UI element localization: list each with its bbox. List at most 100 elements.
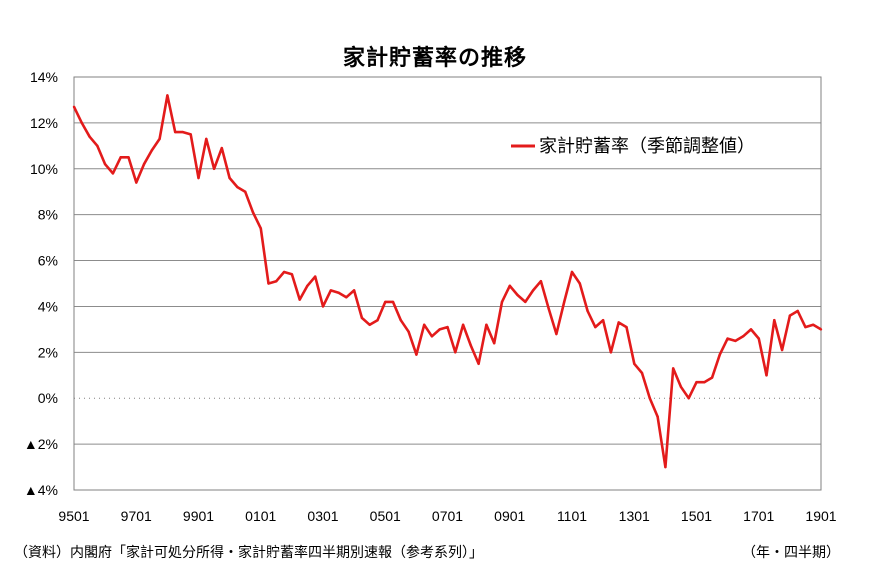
data-point (664, 465, 667, 469)
data-point (174, 130, 177, 134)
legend-label: 家計貯蓄率（季節調整値） (539, 136, 755, 157)
x-tick-label: 9501 (58, 508, 89, 524)
data-point (166, 94, 169, 97)
data-point (804, 325, 807, 329)
data-point (461, 323, 465, 326)
data-point (267, 282, 270, 285)
y-tick-label: 8% (38, 207, 58, 223)
data-point (360, 316, 364, 320)
data-point (617, 321, 620, 324)
period-unit-note: （年・四半期） (742, 545, 840, 561)
data-point (290, 273, 294, 276)
data-point (656, 415, 659, 418)
data-point (275, 280, 278, 283)
data-point (314, 275, 317, 278)
y-tick-label: 0% (38, 390, 58, 406)
gridlines (74, 122, 821, 445)
data-point (819, 328, 823, 331)
data-point (726, 337, 729, 340)
data-point (306, 284, 309, 287)
data-point (796, 309, 799, 313)
data-point (742, 335, 745, 338)
data-point (430, 335, 434, 338)
y-tick-label: 10% (30, 161, 58, 177)
x-tick-label: 0501 (370, 508, 401, 524)
data-point (142, 163, 146, 166)
data-point (197, 176, 200, 180)
data-point (329, 289, 332, 292)
data-point (508, 284, 511, 287)
data-point (500, 300, 504, 304)
data-point (672, 367, 675, 370)
data-point (384, 300, 387, 304)
data-point (212, 167, 216, 170)
data-point (640, 371, 644, 375)
data-point (345, 296, 348, 299)
data-point (446, 325, 449, 329)
y-tick-label: 14% (30, 69, 58, 85)
data-point (181, 130, 185, 134)
x-tick-label: 1101 (557, 508, 587, 524)
data-point (251, 211, 255, 214)
data-point (734, 339, 737, 343)
x-tick-label: 1301 (619, 508, 650, 524)
data-point (352, 289, 356, 292)
x-tick-label: 0301 (307, 508, 338, 524)
y-tick-label: 12% (30, 115, 58, 131)
data-point (391, 300, 395, 304)
data-point (812, 323, 815, 326)
data-point (765, 374, 768, 377)
data-point (477, 362, 480, 365)
data-point (236, 185, 239, 189)
data-point (111, 172, 115, 175)
data-point (80, 121, 84, 125)
data-point (119, 156, 122, 159)
data-point (633, 362, 636, 365)
x-tick-label: 0701 (432, 508, 463, 524)
data-point (578, 282, 581, 285)
data-point (228, 176, 231, 180)
x-tick-label: 9701 (121, 508, 152, 524)
data-point (648, 397, 651, 400)
data-point (718, 353, 721, 356)
data-point (695, 381, 698, 384)
data-point (220, 146, 223, 150)
data-point (703, 381, 706, 384)
data-point (625, 325, 628, 329)
data-point (88, 135, 91, 138)
source-note: （資料）内閣府「家計可処分所得・家計貯蓄率四半期別速報（参考系列）」 (14, 545, 483, 561)
data-point (368, 323, 371, 326)
data-point (780, 348, 784, 352)
data-point (547, 307, 550, 310)
data-point (788, 314, 792, 317)
data-point (687, 397, 690, 400)
data-point (438, 328, 441, 331)
data-point (454, 351, 457, 354)
data-point (321, 305, 325, 308)
data-point (524, 300, 527, 304)
data-point (539, 280, 543, 283)
data-point (189, 133, 192, 136)
data-point (259, 227, 262, 230)
series-group (72, 94, 823, 469)
y-tick-label: ▲4% (24, 482, 58, 498)
x-axis-ticks: 9501 9701 9901 0101 0301 0501 0701 0901 1101 1301… (58, 508, 836, 524)
data-point (337, 291, 340, 294)
data-point (485, 323, 488, 326)
data-point (96, 144, 99, 147)
data-point (127, 156, 130, 159)
data-point (586, 309, 589, 313)
data-point (555, 332, 558, 336)
y-tick-label: 2% (38, 344, 58, 360)
data-point (158, 137, 161, 141)
data-point (531, 289, 535, 292)
x-tick-label: 1701 (743, 508, 774, 524)
x-tick-label: 0901 (494, 508, 525, 524)
data-point (749, 328, 753, 331)
data-point (710, 376, 714, 379)
y-tick-label: 6% (38, 253, 58, 269)
data-point (469, 344, 472, 347)
data-point (282, 270, 286, 274)
data-point (244, 190, 247, 193)
